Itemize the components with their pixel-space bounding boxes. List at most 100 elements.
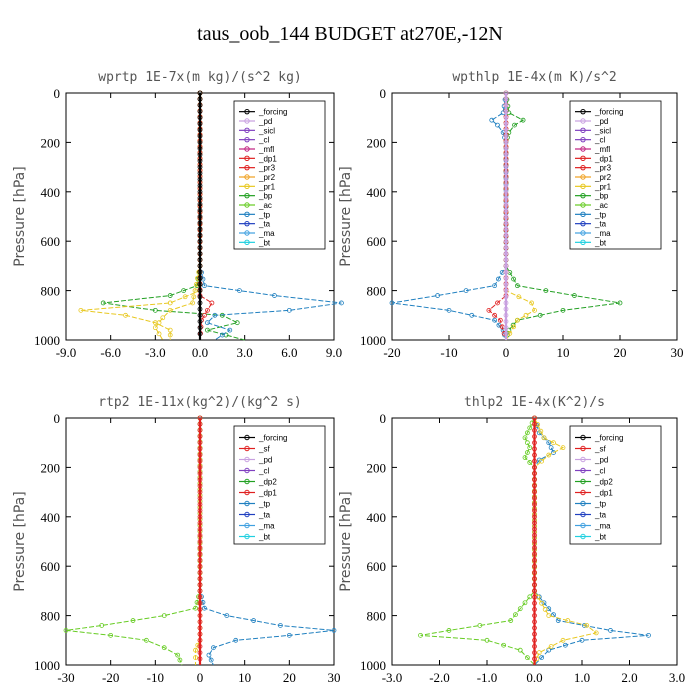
data-point bbox=[532, 644, 537, 649]
x-tick-label: 3.0 bbox=[669, 670, 685, 685]
panels: wprtp 1E-7x(m kg)/(s^2 kg) -9.0 -6.0 -3.0 0.… bbox=[12, 70, 685, 685]
series-line bbox=[154, 93, 201, 341]
data-point bbox=[532, 440, 537, 446]
x-tick-label: -20 bbox=[383, 345, 400, 360]
data-point bbox=[546, 613, 552, 618]
data-point bbox=[503, 244, 509, 250]
legend-marker-pd bbox=[244, 456, 250, 463]
data-point bbox=[503, 306, 509, 312]
data-point bbox=[560, 307, 566, 313]
data-point bbox=[161, 645, 167, 651]
data-point bbox=[503, 275, 509, 281]
data-point bbox=[527, 425, 533, 431]
x-tick-label: 0 bbox=[197, 670, 204, 685]
x-tick-label: -6.0 bbox=[100, 345, 121, 360]
data-point bbox=[197, 520, 203, 526]
data-point bbox=[527, 460, 533, 465]
legend-marker-pd bbox=[580, 118, 586, 124]
legend: _forcing _sf _pd _cl _dp2 _dp1 _tp _ta _ma _bt bbox=[569, 425, 662, 545]
data-point bbox=[503, 220, 509, 226]
series-bp bbox=[100, 90, 245, 341]
data-point bbox=[503, 269, 509, 275]
data-point bbox=[197, 195, 203, 201]
data-point bbox=[469, 312, 475, 318]
data-point bbox=[503, 127, 509, 133]
series-pr1 bbox=[78, 90, 203, 340]
panel-3: rtp2 1E-11x(kg^2)/(kg^2 s) -30 -20 -10 0 10 20… bbox=[12, 395, 341, 685]
data-point bbox=[197, 139, 203, 145]
data-point bbox=[197, 275, 203, 281]
data-point bbox=[197, 288, 203, 294]
x-tick-label: 30 bbox=[328, 670, 341, 685]
y-tick-label: 0 bbox=[380, 86, 387, 101]
data-point bbox=[489, 117, 495, 123]
data-point bbox=[522, 600, 528, 606]
legend-marker-cl bbox=[580, 467, 586, 474]
x-tick-label: 3.0 bbox=[237, 345, 253, 360]
data-point bbox=[503, 300, 509, 306]
data-point bbox=[503, 96, 509, 102]
data-point bbox=[182, 294, 188, 300]
data-point bbox=[197, 170, 203, 176]
data-point bbox=[251, 618, 257, 623]
legend-label-tp: _tp bbox=[594, 210, 607, 219]
legend-label-pr2: _pr2 bbox=[258, 173, 276, 182]
data-point bbox=[167, 300, 173, 306]
y-tick-label: 600 bbox=[41, 234, 61, 249]
legend-marker-dp1 bbox=[580, 155, 586, 162]
data-point bbox=[541, 600, 547, 606]
data-point bbox=[197, 588, 203, 594]
data-point bbox=[197, 576, 203, 581]
legend-marker-tp bbox=[580, 500, 586, 507]
data-point bbox=[197, 201, 203, 207]
x-tick-label: 10 bbox=[238, 670, 251, 685]
data-point bbox=[501, 642, 507, 648]
data-point bbox=[503, 133, 509, 139]
legend-marker-ma bbox=[580, 522, 586, 529]
data-point bbox=[192, 288, 198, 294]
data-point bbox=[197, 600, 203, 606]
data-point bbox=[495, 276, 501, 282]
legend-label-ma: _ma bbox=[594, 522, 611, 531]
x-tick-label: 0 bbox=[503, 345, 510, 360]
legend-label-pd: _pd bbox=[594, 117, 608, 126]
data-point bbox=[565, 618, 571, 623]
data-point bbox=[197, 102, 203, 108]
data-point bbox=[524, 450, 530, 455]
legend-marker-pr2 bbox=[580, 174, 586, 180]
data-point bbox=[542, 607, 548, 612]
data-point bbox=[536, 650, 542, 656]
legend-marker-sf bbox=[244, 445, 250, 452]
legend-marker-bt bbox=[244, 239, 250, 246]
data-point bbox=[197, 594, 203, 600]
data-point bbox=[197, 146, 203, 151]
data-point bbox=[532, 588, 537, 594]
legend-marker-tp bbox=[244, 500, 250, 507]
data-point bbox=[197, 164, 203, 170]
data-point bbox=[389, 300, 395, 306]
data-point bbox=[197, 152, 203, 158]
y-tick-label: 200 bbox=[41, 135, 61, 150]
legend-label-ma: _ma bbox=[258, 229, 275, 238]
legend-marker-tp bbox=[580, 211, 586, 218]
y-tick-label: 0 bbox=[380, 411, 387, 426]
legend-marker-ac bbox=[580, 202, 586, 208]
legend-marker-dp1 bbox=[580, 489, 586, 496]
legend: _forcing_pd_sicl_cl_mfl_dp1_pr3_pr2_pr1_… bbox=[233, 100, 326, 250]
data-point bbox=[532, 557, 537, 563]
legend: _forcing_pd_sicl_cl_mfl_dp1_pr3_pr2_pr1_… bbox=[569, 100, 662, 250]
legend-label-dp1: _dp1 bbox=[258, 489, 277, 498]
data-point bbox=[233, 637, 239, 643]
legend-label-bt: _bt bbox=[258, 238, 271, 247]
legend-label-cl: _cl bbox=[594, 136, 605, 145]
legend-marker-tp bbox=[244, 211, 250, 218]
legend-marker-ta bbox=[580, 220, 586, 227]
data-point bbox=[197, 331, 203, 337]
legend-marker-pr1 bbox=[580, 183, 586, 190]
legend-marker-dp1 bbox=[244, 489, 250, 496]
panel-title: wprtp 1E-7x(m kg)/(s^2 kg) bbox=[98, 70, 302, 85]
data-point bbox=[197, 502, 203, 507]
data-point bbox=[175, 652, 181, 658]
data-point bbox=[212, 312, 218, 318]
data-point bbox=[227, 327, 233, 333]
